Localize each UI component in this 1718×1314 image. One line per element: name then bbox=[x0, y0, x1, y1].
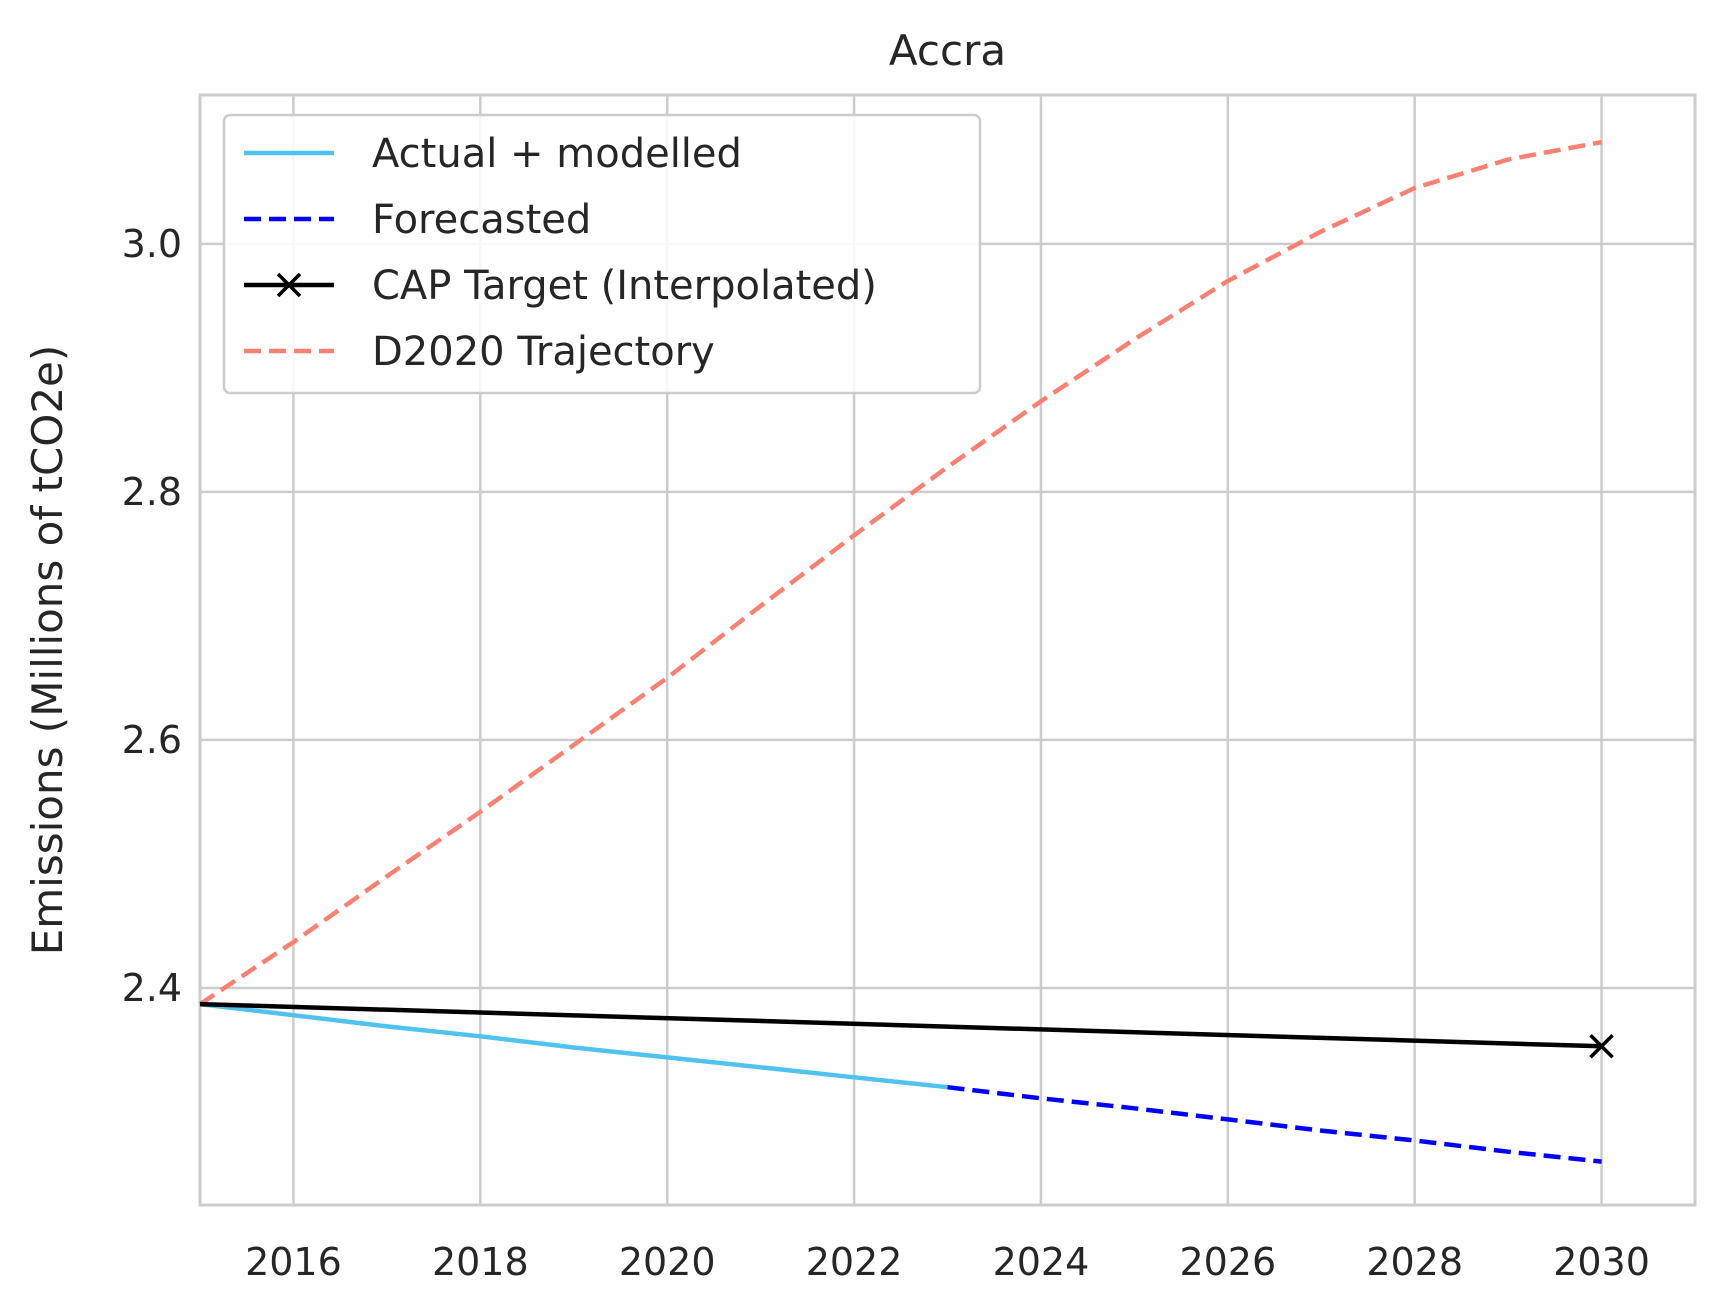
x-tick-label: 2030 bbox=[1553, 1240, 1650, 1284]
legend-label: CAP Target (Interpolated) bbox=[372, 263, 877, 309]
legend-box bbox=[222, 113, 982, 395]
chart-title: Accra bbox=[889, 26, 1006, 75]
y-tick-label: 2.4 bbox=[122, 966, 182, 1010]
legend-label: Forecasted bbox=[372, 197, 591, 243]
legend: Actual + modelled Forecasted CAP Target (I… bbox=[222, 113, 982, 395]
legend-marker-x bbox=[276, 272, 302, 298]
x-tick-label: 2026 bbox=[1179, 1240, 1276, 1284]
x-tick-label: 2028 bbox=[1366, 1240, 1463, 1284]
x-tick-label: 2020 bbox=[619, 1240, 716, 1284]
x-tick-label: 2016 bbox=[245, 1240, 342, 1284]
series-line-cap-target-interpolated bbox=[199, 1001, 1602, 1049]
y-tick-label: 3.0 bbox=[122, 222, 182, 266]
y-tick-label: 2.8 bbox=[122, 470, 182, 514]
legend-label: D2020 Trajectory bbox=[372, 329, 715, 375]
x-tick-label: 2024 bbox=[993, 1240, 1090, 1284]
tick-labels: 2016 2018 2020 2022 2024 2026 2028 2030 2.4 2.6 2.… bbox=[122, 222, 1650, 1284]
marker-stroke bbox=[276, 272, 302, 298]
x-tick-label: 2018 bbox=[432, 1240, 529, 1284]
legend-label: Actual + modelled bbox=[372, 131, 742, 177]
series-line-actual-modelled bbox=[199, 1001, 948, 1090]
series-line-d2020-trajectory bbox=[198, 139, 1603, 1006]
plot-frame bbox=[198, 93, 1697, 1207]
x-tick-label: 2022 bbox=[806, 1240, 903, 1284]
series-layer bbox=[198, 139, 1614, 1164]
y-tick-label: 2.6 bbox=[122, 718, 182, 762]
series-line-forecasted bbox=[947, 1084, 1602, 1164]
marker-stroke bbox=[1589, 1034, 1614, 1059]
y-axis-label: Emissions (Millions of tCO2e) bbox=[23, 345, 72, 956]
series-marker-cap-target-interpolated bbox=[1589, 1034, 1614, 1059]
